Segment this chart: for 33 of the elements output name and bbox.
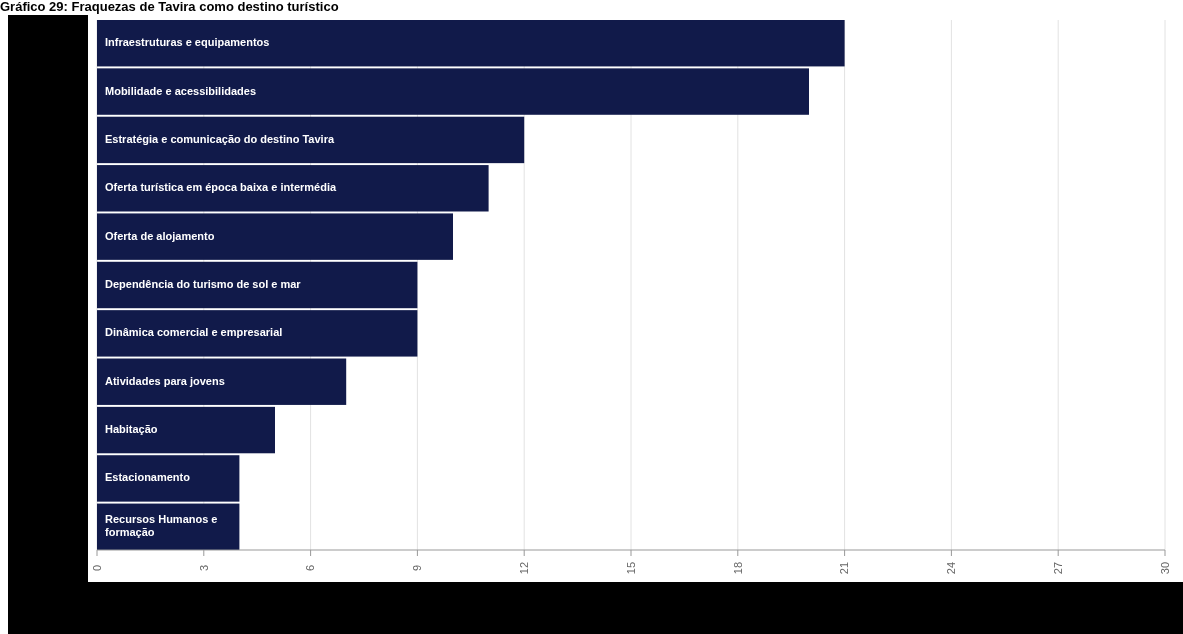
bar	[97, 68, 809, 115]
bar	[97, 261, 418, 309]
chart-title: Gráfico 29: Fraquezas de Tavira como destino turístico	[0, 0, 339, 14]
bar	[97, 20, 845, 67]
bar	[97, 358, 347, 405]
x-tick-label: 15	[624, 561, 637, 575]
y-tick-label: Dinâmica comercial e empresarial	[105, 326, 283, 339]
bar	[97, 310, 418, 357]
x-tick-label: 27	[1052, 561, 1065, 575]
y-tick-label: Estacionamento	[105, 471, 191, 484]
y-tick-label: Oferta turística em época baixa e intermédia	[105, 181, 337, 194]
x-tick-label: 12	[518, 561, 531, 575]
y-tick-label: Recursos Humanos e formação	[105, 513, 218, 539]
bar	[97, 116, 525, 164]
x-tick-label: 24	[945, 561, 958, 575]
y-tick-label: Oferta de alojamento	[105, 229, 215, 242]
bar	[97, 213, 453, 260]
y-tick-label: Dependência do turismo de sol e mar	[105, 277, 302, 290]
bar	[97, 165, 489, 212]
x-tick-label: 3	[197, 564, 210, 572]
x-tick-label: 21	[838, 561, 851, 575]
x-tick-label: 18	[731, 561, 744, 575]
y-tick-label: Atividades para jovens	[105, 374, 225, 387]
bar	[97, 406, 275, 454]
x-tick-label: 0	[90, 564, 103, 572]
y-tick-label: Infraestruturas e equipamentos	[105, 36, 270, 49]
y-tick-label: Mobilidade e acessibilidades	[105, 84, 256, 97]
x-tick-label: 30	[1158, 561, 1171, 575]
x-tick-label: 9	[411, 564, 424, 572]
y-tick-label: Estratégia e comunicação do destino Tavira	[105, 132, 335, 145]
x-tick-label: 6	[304, 564, 317, 572]
y-tick-label: Habitação	[105, 422, 158, 435]
bar	[97, 455, 240, 502]
